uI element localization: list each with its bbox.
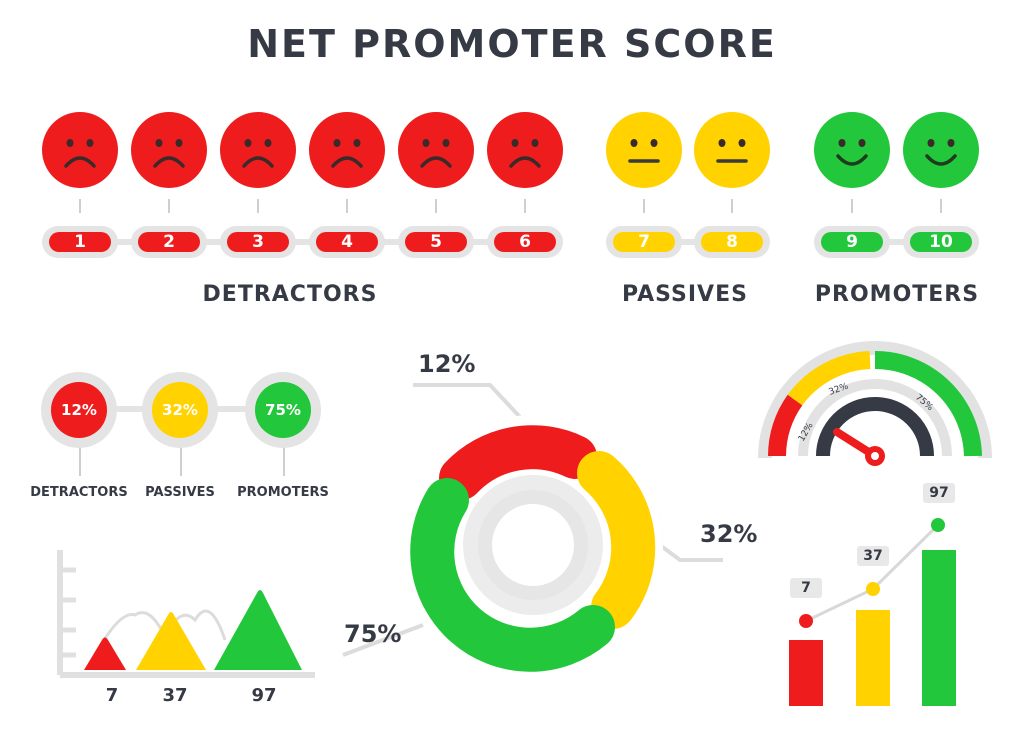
- pill-stem: [643, 199, 645, 213]
- mini-circle-promoters: 75%: [245, 372, 321, 448]
- promoters-connector: [855, 239, 945, 245]
- bar-tag-red: 7: [790, 578, 822, 598]
- mountain-peak-red: [84, 637, 126, 670]
- score-pill-7: 7: [606, 226, 682, 258]
- score-number: 1: [49, 232, 111, 252]
- mini-label-passives: PASSIVES: [145, 485, 215, 500]
- mini-circle-passives: 32%: [142, 372, 218, 448]
- gauge-chart: 12% 32% 75%: [758, 341, 992, 466]
- sad-face-icon: [487, 112, 563, 188]
- score-number: 8: [701, 232, 763, 252]
- mountain-chart: [57, 550, 315, 678]
- pill-stem: [851, 199, 853, 213]
- neutral-face-icon: [606, 112, 682, 188]
- bar-marker-yellow: [866, 582, 880, 596]
- donut-label-green: 75%: [344, 620, 402, 648]
- score-pill-1: 1: [42, 226, 118, 258]
- pill-stem: [731, 199, 733, 213]
- score-pill-5: 5: [398, 226, 474, 258]
- mountain-value-red: 7: [105, 685, 119, 706]
- score-pill-6: 6: [487, 226, 563, 258]
- mini-stem-1: [79, 446, 81, 476]
- sad-face-icon: [131, 112, 207, 188]
- bar-red: [789, 640, 823, 706]
- score-number: 10: [910, 232, 972, 252]
- score-pill-2: 2: [131, 226, 207, 258]
- pill-stem: [940, 199, 942, 213]
- mini-stem-3: [283, 446, 285, 476]
- bar-marker-red: [799, 614, 813, 628]
- happy-face-icon: [903, 112, 979, 188]
- sad-face-icon: [309, 112, 385, 188]
- mini-value-passives: 32%: [152, 382, 208, 438]
- gauge-inner-arc: [816, 397, 934, 457]
- sad-face-icon: [220, 112, 296, 188]
- gauge-arc-red: [768, 394, 803, 457]
- score-number: 9: [821, 232, 883, 252]
- donut-segment-red: [439, 425, 597, 500]
- score-pill-10: 10: [903, 226, 979, 258]
- promoters-label: PROMOTERS: [814, 282, 980, 307]
- pill-stem: [346, 199, 348, 213]
- mini-value-promoters: 75%: [255, 382, 311, 438]
- page-title: NET PROMOTER SCORE: [247, 22, 777, 66]
- gauge-arc-green: [874, 351, 982, 457]
- donut-label-red: 12%: [418, 350, 476, 378]
- gauge-arc-yellow: [787, 351, 871, 406]
- mountain-peak-yellow: [136, 612, 206, 670]
- pill-stem: [257, 199, 259, 213]
- score-number: 3: [227, 232, 289, 252]
- donut-center: [478, 490, 588, 600]
- mini-label-detractors: DETRACTORS: [30, 485, 128, 500]
- bar-chart: [789, 518, 956, 706]
- pill-stem: [79, 199, 81, 213]
- pill-stem: [168, 199, 170, 213]
- mini-stem-2: [180, 446, 182, 476]
- passives-label: PASSIVES: [622, 282, 748, 307]
- sad-face-icon: [42, 112, 118, 188]
- donut-label-yellow: 32%: [700, 520, 758, 548]
- bar-tag-yellow: 37: [857, 546, 889, 566]
- happy-face-icon: [814, 112, 890, 188]
- bar-tag-green: 97: [923, 483, 955, 503]
- bar-green: [922, 550, 956, 706]
- donut-segment-green: [410, 478, 615, 672]
- score-pill-9: 9: [814, 226, 890, 258]
- detractors-label: DETRACTORS: [202, 282, 378, 307]
- score-number: 7: [613, 232, 675, 252]
- score-number: 2: [138, 232, 200, 252]
- detractors-connector: [80, 239, 520, 245]
- score-pill-3: 3: [220, 226, 296, 258]
- score-number: 4: [316, 232, 378, 252]
- score-number: 6: [494, 232, 556, 252]
- pill-stem: [435, 199, 437, 213]
- passives-connector: [645, 239, 725, 245]
- mini-label-promoters: PROMOTERS: [237, 485, 329, 500]
- donut-chart: [342, 383, 723, 675]
- sad-face-icon: [398, 112, 474, 188]
- mountain-value-yellow: 37: [162, 685, 188, 706]
- score-pill-8: 8: [694, 226, 770, 258]
- gauge-outer-track: [758, 341, 992, 459]
- pill-stem: [524, 199, 526, 213]
- mountain-peak-green: [214, 590, 302, 670]
- donut-segment-yellow: [577, 451, 656, 629]
- mini-value-detractors: 12%: [51, 382, 107, 438]
- score-number: 5: [405, 232, 467, 252]
- score-pill-4: 4: [309, 226, 385, 258]
- mini-circle-detractors: 12%: [41, 372, 117, 448]
- bar-marker-green: [931, 518, 945, 532]
- mountain-value-green: 97: [251, 685, 277, 706]
- bar-yellow: [856, 610, 890, 706]
- neutral-face-icon: [694, 112, 770, 188]
